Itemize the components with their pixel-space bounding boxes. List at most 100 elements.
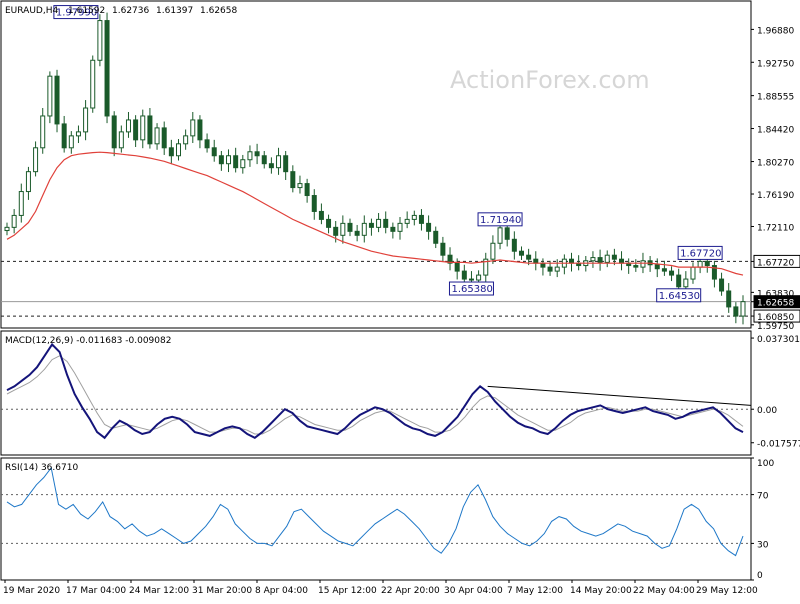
price-annotation-label: 1.97990 [56, 8, 97, 19]
price-pane-frame [0, 0, 752, 329]
candle-body [697, 260, 703, 268]
price-annotation-box [448, 281, 494, 296]
candle-body [61, 123, 67, 149]
candle-body [175, 143, 181, 157]
ohlc-value: 1.62658 [200, 6, 237, 16]
candle-body [40, 115, 46, 149]
candle-body [18, 191, 24, 216]
candle-body [554, 266, 560, 272]
candle-body [490, 242, 496, 260]
candle-body [468, 278, 474, 281]
candle-body [154, 127, 160, 145]
candle-body [226, 155, 232, 165]
candle-body [97, 20, 103, 61]
candle-body [654, 264, 660, 270]
time-axis-label: 22 May 04:00 [633, 586, 695, 596]
candle-body [211, 147, 217, 157]
chart-title: EURAUD,H4 [5, 6, 58, 16]
candle-body [125, 119, 131, 133]
watermark: ActionForex.com [450, 66, 650, 94]
candle-body [411, 214, 417, 220]
price-annotation-label: 1.65380 [451, 284, 492, 295]
candle-body [368, 222, 374, 228]
candle-body [376, 218, 382, 228]
price-annotation-box [656, 288, 702, 303]
candle-body [283, 155, 289, 173]
time-axis-label: 24 Mar 12:00 [129, 586, 189, 596]
candle-body [197, 119, 203, 141]
candle-body [619, 258, 625, 264]
price-axis-label: 1.63830 [757, 289, 794, 299]
candle-body [104, 20, 110, 117]
candle-body [11, 214, 17, 228]
price-axis-label: 1.72110 [757, 223, 794, 233]
candle-body [161, 127, 167, 149]
candle-body [340, 222, 346, 236]
macd-axis-label: -0.017577 [757, 440, 800, 450]
candle-body [404, 218, 410, 224]
rsi-axis-label: 0 [757, 571, 763, 581]
macd-title: MACD(12,26,9) -0.011683 -0.009082 [5, 336, 171, 346]
rsi-pane-frame [0, 457, 752, 581]
rsi-axis-label: 100 [757, 459, 774, 469]
macd-line [6, 342, 744, 440]
candle-body [719, 278, 725, 292]
candle-body [733, 306, 739, 317]
price-annotation-box [477, 212, 523, 227]
candle-body [133, 119, 139, 141]
candle-body [261, 155, 267, 165]
candle-body [47, 75, 53, 117]
price-axis-label: 1.84420 [757, 126, 794, 136]
price-axis-label: 1.60850 [757, 313, 794, 323]
candle-body [218, 155, 224, 165]
candle-body [504, 227, 510, 240]
candle-body [90, 59, 96, 109]
candle-body [518, 250, 524, 256]
candle-body [333, 226, 339, 236]
candle-body [140, 115, 146, 141]
candle-body [25, 171, 31, 193]
candle-body [75, 131, 81, 137]
rsi-axis-label: 30 [757, 540, 769, 550]
price-axis-label: 1.67720 [757, 258, 794, 268]
candle-body [354, 230, 360, 236]
candle-body [740, 301, 746, 317]
candle-body [33, 147, 39, 173]
candle-body [240, 159, 246, 169]
candle-body [533, 258, 539, 264]
macd-trendline [487, 385, 752, 406]
candle-body [4, 226, 10, 232]
time-axis-label: 15 Apr 12:00 [318, 586, 377, 596]
candle-body [204, 139, 210, 149]
candle-body [254, 151, 260, 157]
candle-body [268, 163, 274, 169]
rsi-title: RSI(14) 36.6710 [5, 463, 78, 473]
rsi-axis-label: 70 [757, 492, 769, 502]
candle-body [318, 210, 324, 220]
rsi-line [6, 466, 744, 557]
candle-body [497, 227, 503, 244]
candle-body [661, 268, 667, 272]
ohlc-value: 1.61592 [68, 6, 105, 16]
candle-body [447, 254, 453, 264]
candle-body [383, 218, 389, 228]
candle-body [276, 155, 282, 169]
price-axis-label: 1.76190 [757, 191, 794, 201]
time-axis-label: 22 Apr 20:00 [381, 586, 440, 596]
candle-body [633, 265, 639, 268]
price-axis-label: 1.88555 [757, 93, 794, 103]
candle-body [233, 155, 239, 169]
candle-body [433, 230, 439, 244]
candle-body [669, 270, 675, 276]
macd-signal-line [6, 355, 744, 435]
price-annotation-label: 1.71940 [480, 215, 521, 226]
candle-body [547, 266, 553, 272]
price-annotation-box [53, 5, 99, 20]
candle-body [326, 218, 332, 228]
candle-body [418, 214, 424, 224]
candle-body [611, 254, 617, 260]
price-axis-label: 1.92750 [757, 59, 794, 69]
candle-body [590, 257, 596, 262]
candle-body [454, 262, 460, 272]
